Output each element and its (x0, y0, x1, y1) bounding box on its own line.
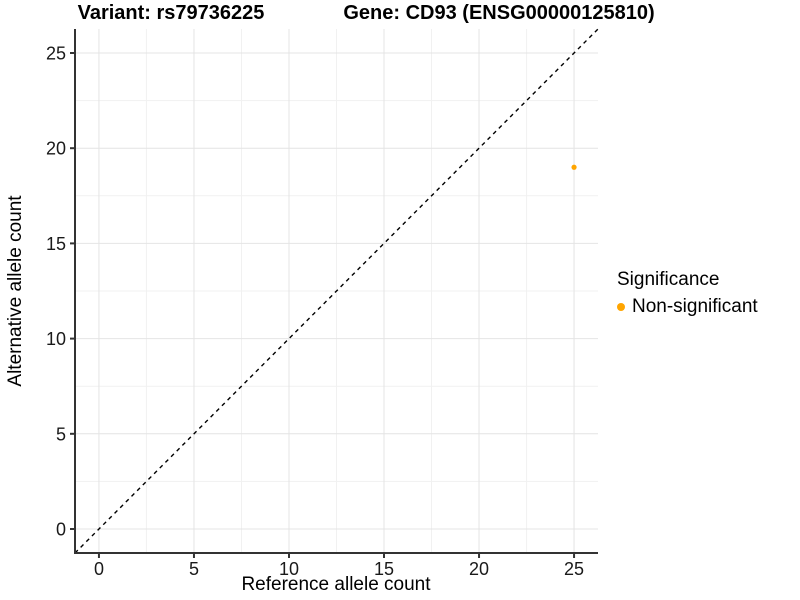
data-point (571, 164, 577, 170)
variant-title: Variant: rs79736225 (77, 2, 265, 24)
y-tick-label: 15 (46, 234, 66, 254)
x-tick-label: 20 (469, 559, 489, 579)
y-tick-label: 20 (46, 139, 66, 159)
y-tick-label: 25 (46, 43, 66, 63)
legend-item-label: Non-significant (632, 296, 758, 317)
gene-title: Gene: CD93 (ENSG00000125810) (343, 2, 655, 24)
x-tick-label: 5 (189, 559, 199, 579)
legend: Significance Non-significant (617, 269, 758, 318)
x-tick-label: 15 (374, 559, 394, 579)
legend-item: Non-significant (617, 296, 758, 318)
y-axis-title: Alternative allele count (5, 195, 26, 387)
y-tick-label: 10 (46, 329, 66, 349)
x-axis-title: Reference allele count (241, 574, 431, 595)
legend-title: Significance (617, 269, 720, 290)
y-tick-label: 5 (56, 424, 66, 444)
legend-point-icon (617, 303, 625, 311)
x-tick-label: 10 (279, 559, 299, 579)
identity-line (74, 28, 599, 554)
y-tick-label: 0 (56, 520, 66, 540)
x-tick-label: 25 (564, 559, 584, 579)
x-tick-label: 0 (94, 559, 104, 579)
